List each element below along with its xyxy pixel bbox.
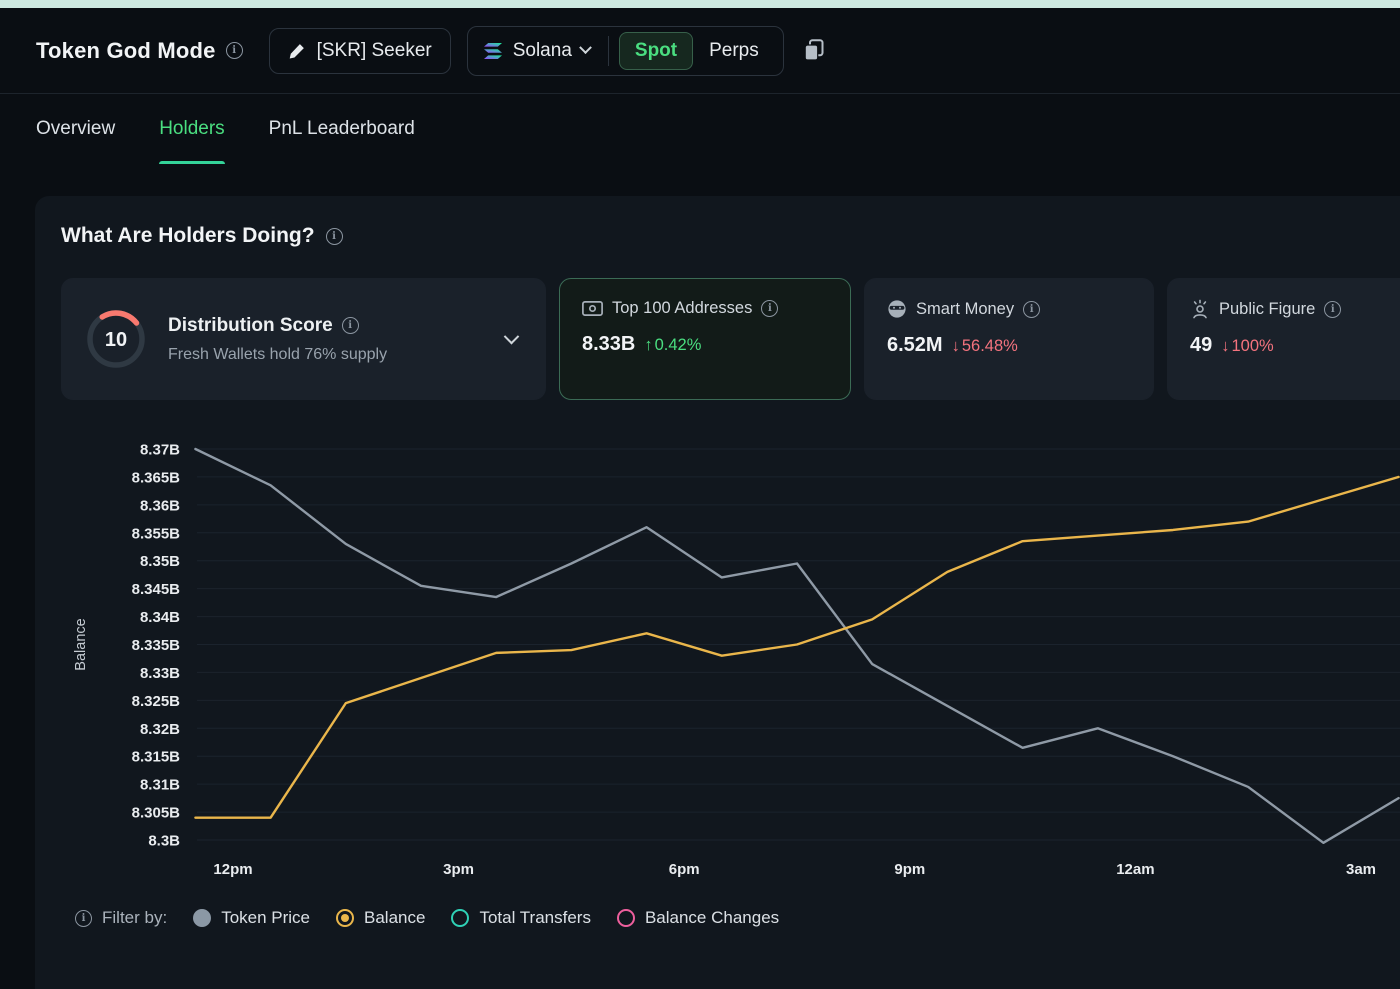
svg-text:8.365B: 8.365B	[132, 469, 181, 486]
market-selector-group: Solana Spot Perps	[466, 25, 784, 76]
filter-by-label: Filter by:	[102, 908, 168, 927]
chain-select-dropdown[interactable]: Solana	[476, 35, 598, 67]
svg-text:8.34B: 8.34B	[140, 609, 180, 626]
token-select-button[interactable]: [SKR] Seeker	[268, 27, 451, 74]
svg-text:12am: 12am	[1116, 861, 1154, 878]
svg-text:8.32B: 8.32B	[140, 721, 180, 738]
info-icon[interactable]	[341, 317, 359, 334]
top-100-label: Top 100 Addresses	[612, 299, 753, 317]
svg-text:8.345B: 8.345B	[132, 581, 181, 598]
info-icon[interactable]	[75, 909, 92, 927]
svg-text:8.37B: 8.37B	[140, 442, 180, 459]
tab-holders[interactable]: Holders	[159, 94, 226, 164]
top-100-addresses-card[interactable]: Top 100 Addresses 8.33B ↑0.42%	[559, 278, 851, 400]
svg-text:3am: 3am	[1346, 861, 1376, 878]
distribution-texts: Distribution Score Fresh Wallets hold 76…	[168, 315, 387, 364]
legend-item-label: Token Price	[221, 908, 311, 927]
smart-money-value: 6.52M	[887, 334, 943, 356]
chevron-down-icon	[503, 328, 520, 344]
info-icon[interactable]	[1023, 300, 1041, 318]
public-figure-card[interactable]: Public Figure 49 ↓100%	[1167, 278, 1400, 400]
divider	[607, 35, 609, 66]
page-title: Token God Mode	[36, 37, 216, 63]
info-icon[interactable]	[1324, 300, 1342, 318]
public-figure-label: Public Figure	[1219, 299, 1316, 318]
legend-item-total-transfers[interactable]: Total Transfers	[451, 908, 591, 928]
holders-panel: What Are Holders Doing? 10 Distribution …	[35, 196, 1400, 989]
token-name: [SKR] Seeker	[316, 39, 432, 61]
svg-text:Balance: Balance	[73, 618, 89, 670]
distribution-score-value: 10	[105, 329, 127, 351]
legend-item-label: Balance Changes	[644, 908, 780, 927]
up-arrow-icon: ↑	[644, 336, 653, 354]
header-bar: Token God Mode [SKR] Seeker	[0, 8, 1400, 94]
chart-legend: Filter by: Token Price Balance Total Tra…	[61, 908, 1400, 928]
tab-overview-label: Overview	[36, 118, 116, 139]
tab-pnl-leaderboard-label: PnL Leaderboard	[268, 118, 415, 139]
svg-text:6pm: 6pm	[669, 861, 700, 878]
svg-text:8.315B: 8.315B	[132, 749, 181, 766]
smart-money-card[interactable]: Smart Money 6.52M ↓56.48%	[864, 278, 1154, 400]
panel-title-row: What Are Holders Doing?	[61, 224, 1400, 248]
banknote-icon	[582, 301, 603, 316]
public-figure-icon	[1190, 299, 1210, 319]
line-chart-canvas[interactable]: 8.37B 8.365B 8.36B 8.355B 8.35B 8.345B 8.34B 8.…	[61, 434, 1400, 889]
solana-logo-icon	[483, 42, 504, 59]
tab-overview[interactable]: Overview	[36, 94, 115, 164]
copy-icon-button[interactable]	[804, 39, 824, 62]
spot-tab[interactable]: Spot	[618, 31, 694, 70]
stat-card-row: 10 Distribution Score Fresh Wallets hold…	[61, 278, 1400, 400]
distribution-subtitle: Fresh Wallets hold 76% supply	[168, 345, 388, 363]
balance-changes-ring-icon	[616, 909, 635, 927]
tab-pnl-leaderboard[interactable]: PnL Leaderboard	[269, 94, 415, 164]
svg-text:12pm: 12pm	[213, 861, 252, 878]
info-icon[interactable]	[761, 300, 779, 317]
svg-text:8.33B: 8.33B	[140, 665, 180, 682]
ninja-icon	[887, 299, 907, 319]
legend-item-token-price[interactable]: Token Price	[193, 908, 310, 928]
copy-icon	[804, 39, 824, 62]
perps-tab[interactable]: Perps	[693, 32, 775, 70]
distribution-score-gauge: 10	[87, 310, 145, 368]
info-icon[interactable]	[325, 227, 343, 245]
tab-bar: Overview Holders PnL Leaderboard	[0, 94, 1400, 164]
down-arrow-icon: ↓	[1221, 337, 1230, 355]
down-arrow-icon: ↓	[951, 337, 960, 355]
svg-text:8.3B: 8.3B	[148, 833, 180, 850]
panel-title: What Are Holders Doing?	[61, 224, 315, 247]
total-transfers-ring-icon	[451, 909, 470, 927]
info-icon[interactable]	[225, 42, 243, 59]
svg-text:8.36B: 8.36B	[140, 497, 180, 514]
legend-item-balance[interactable]: Balance	[336, 908, 425, 928]
top-100-value: 8.33B	[582, 333, 636, 355]
chain-label: Solana	[512, 39, 572, 61]
svg-text:8.335B: 8.335B	[132, 637, 181, 654]
holders-balance-chart[interactable]: 8.37B 8.365B 8.36B 8.355B 8.35B 8.345B 8.34B 8.…	[61, 434, 1400, 894]
token-price-dot-icon	[193, 909, 212, 927]
svg-text:8.31B: 8.31B	[140, 777, 180, 794]
svg-text:8.325B: 8.325B	[132, 693, 181, 710]
balance-radio-icon	[336, 909, 355, 927]
svg-text:8.355B: 8.355B	[132, 525, 181, 542]
smart-money-change: ↓ 56.48%	[951, 337, 1018, 355]
top-accent-strip	[0, 0, 1400, 8]
filter-by-group: Filter by:	[75, 908, 167, 928]
svg-text:8.35B: 8.35B	[140, 553, 180, 570]
svg-text:9pm: 9pm	[894, 861, 925, 878]
svg-text:3pm: 3pm	[443, 861, 474, 878]
tab-holders-label: Holders	[159, 118, 225, 139]
legend-item-balance-changes[interactable]: Balance Changes	[616, 908, 780, 928]
distribution-title: Distribution Score	[168, 314, 333, 336]
distribution-score-card[interactable]: 10 Distribution Score Fresh Wallets hold…	[61, 278, 546, 400]
pencil-icon	[288, 42, 306, 60]
chevron-down-icon	[579, 41, 592, 55]
expand-chevron-button[interactable]	[500, 328, 523, 351]
svg-text:8.305B: 8.305B	[132, 805, 181, 822]
smart-money-label: Smart Money	[916, 299, 1015, 318]
public-figure-change: ↓ 100%	[1221, 337, 1274, 355]
top-100-change: ↑ 0.42%	[644, 336, 702, 354]
legend-item-label: Total Transfers	[479, 908, 591, 927]
legend-item-label: Balance	[364, 908, 426, 927]
public-figure-value: 49	[1190, 334, 1213, 356]
